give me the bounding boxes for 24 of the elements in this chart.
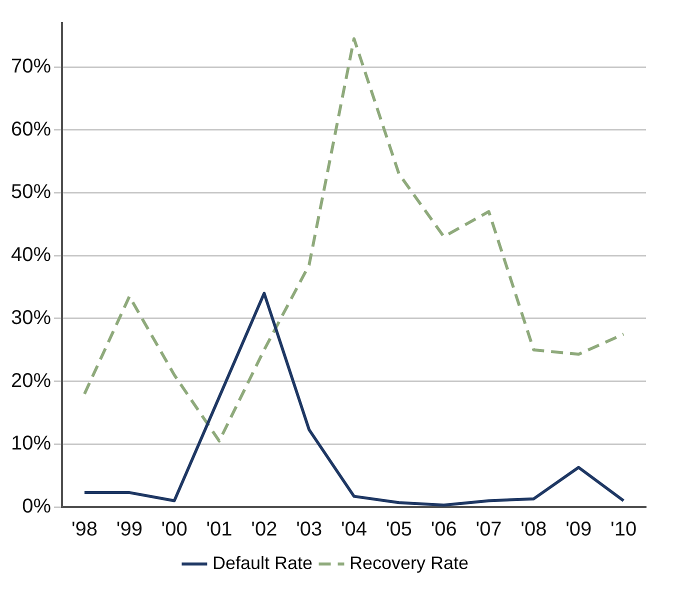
x-tick-label: '05 <box>386 518 412 541</box>
x-tick-label: '04 <box>340 518 368 541</box>
y-tick-label: 10% <box>11 432 52 455</box>
x-tick-label: '02 <box>251 518 278 541</box>
y-tick-label: 60% <box>11 118 52 140</box>
y-tick-label: 30% <box>11 306 52 329</box>
x-tick-label: '08 <box>520 518 547 541</box>
x-tick-label: '09 <box>566 518 592 541</box>
x-tick-label: '99 <box>116 518 142 541</box>
y-tick-label: 50% <box>11 181 52 204</box>
x-tick-label: '98 <box>71 518 98 541</box>
x-tick-label: '07 <box>476 518 502 541</box>
y-tick-label: 0% <box>22 496 52 518</box>
y-tick-label: 40% <box>11 244 52 266</box>
line-series <box>82 37 626 442</box>
y-tick-label: 70% <box>11 56 52 78</box>
legend-label: Recovery Rate <box>350 552 469 573</box>
x-tick-label: '01 <box>206 518 232 541</box>
x-tick-label: '03 <box>296 518 322 541</box>
y-tick-label: 20% <box>11 370 52 392</box>
x-tick-label: '00 <box>161 518 188 541</box>
x-tick-label: '06 <box>430 518 457 541</box>
legend-label: Default Rate <box>212 552 313 573</box>
x-tick-label: '10 <box>610 518 637 541</box>
